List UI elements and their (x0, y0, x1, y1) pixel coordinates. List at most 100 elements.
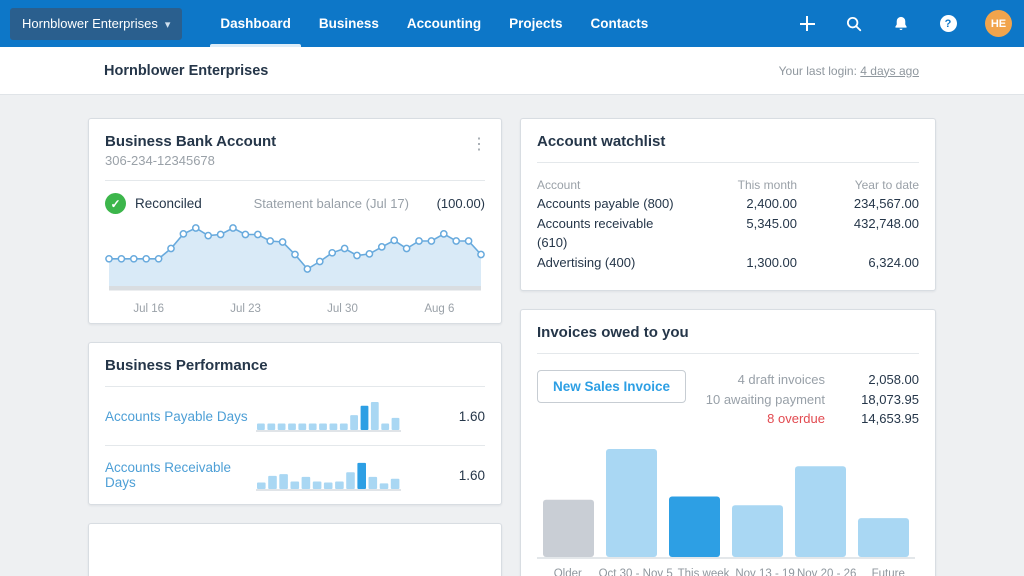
statement-balance-value: (100.00) (436, 196, 485, 211)
check-icon (105, 193, 126, 214)
invoices-owed-card: Invoices owed to you New Sales Invoice 4… (520, 309, 936, 576)
search-icon (846, 16, 862, 31)
invoices-bar-chart: Older Oct 30 - Nov 5 This week Nov 13 - … (537, 445, 919, 576)
overdue-label: 8 overdue (767, 411, 825, 426)
bank-sparkline-chart: Jul 16 Jul 23 Jul 30 Aug 6 (105, 220, 485, 323)
account-name: Accounts receivable (610) (537, 215, 654, 251)
watchlist-header-row: Account This month Year to date (537, 177, 919, 194)
performance-card-title: Business Performance (105, 357, 268, 374)
nav-tab-label: Business (318, 16, 379, 31)
x-tick-label: This week (677, 567, 730, 576)
account-name: Advertising (400) (537, 254, 636, 270)
column-header-year-to-date: Year to date (854, 178, 919, 192)
year-to-date-value: 6,324.00 (868, 254, 919, 270)
divider (105, 180, 485, 181)
notifications-button[interactable] (891, 14, 911, 34)
nav-tab-accounting[interactable]: Accounting (393, 0, 495, 47)
x-tick-label: Oct 30 - Nov 5 (598, 567, 673, 576)
watchlist-row: Advertising (400) 1,300.00 6,324.00 (537, 253, 919, 273)
divider (537, 353, 919, 354)
caret-down-icon (165, 16, 171, 31)
x-tick-label: Aug 6 (424, 303, 455, 315)
divider (105, 386, 485, 387)
nav-tab-dashboard[interactable]: Dashboard (206, 0, 305, 47)
reconciled-label: Reconciled (135, 196, 202, 211)
x-tick-label: Future (871, 567, 905, 576)
receivable-days-chart (256, 462, 401, 491)
this-month-value: 1,300.00 (746, 254, 797, 270)
x-tick-label: Jul 23 (230, 303, 261, 315)
summary-line-drafts: 4 draft invoices 2,058.00 (706, 370, 919, 390)
awaiting-payment-label: 10 awaiting payment (705, 391, 825, 407)
kebab-menu-icon[interactable] (471, 137, 487, 153)
bank-card-title: Business Bank Account (105, 133, 277, 150)
x-tick-label: Older (553, 567, 582, 576)
x-tick-label: Jul 30 (327, 303, 358, 315)
invoices-summary: 4 draft invoices 2,058.00 10 awaiting pa… (706, 370, 919, 429)
nav-tab-label: Dashboard (220, 16, 291, 31)
nav-tab-contacts[interactable]: Contacts (576, 0, 662, 47)
divider (537, 162, 919, 163)
column-header-account: Account (537, 178, 581, 192)
x-tick-label: Jul 16 (133, 303, 165, 315)
sparkline-svg (105, 224, 485, 291)
bank-account-card: Business Bank Account 306-234-12345678 R… (88, 118, 502, 324)
help-button[interactable] (938, 14, 958, 34)
accounts-receivable-days-link[interactable]: Accounts Receivable Days (105, 460, 232, 490)
year-to-date-value: 234,567.00 (853, 196, 919, 211)
summary-line-overdue: 8 overdue 14,653.95 (706, 409, 919, 429)
help-icon (939, 15, 957, 32)
avatar-initials: HE (990, 17, 1007, 30)
last-login: Your last login: 4 days ago (779, 64, 919, 78)
account-watchlist-card: Account watchlist Account This month Yea… (520, 118, 936, 291)
user-avatar[interactable]: HE (985, 10, 1012, 37)
bank-account-number: 306-234-12345678 (105, 153, 215, 168)
watchlist-row: Accounts payable (800) 2,400.00 234,567.… (537, 194, 919, 214)
nav-tab-label: Contacts (590, 16, 649, 31)
create-new-button[interactable] (797, 14, 817, 34)
draft-invoices-value: 2,058.00 (868, 372, 919, 387)
nav-tab-business[interactable]: Business (305, 0, 393, 47)
org-selector[interactable]: Hornblower Enterprises (10, 7, 183, 40)
primary-nav: Dashboard Business Accounting Projects C… (206, 0, 662, 47)
x-tick-label: Nov 13 - 19 (735, 567, 795, 576)
awaiting-payment-value: 18,073.95 (861, 391, 919, 407)
business-performance-card: Business Performance Accounts Payable Da… (88, 342, 502, 505)
dashboard-content: Business Bank Account 306-234-12345678 R… (0, 95, 1024, 576)
accounts-payable-days-link[interactable]: Accounts Payable Days (105, 408, 248, 424)
column-header-this-month: This month (737, 178, 797, 192)
new-sales-invoice-button[interactable]: New Sales Invoice (537, 370, 687, 403)
last-login-label: Your last login: (778, 63, 857, 78)
x-tick-label: Nov 20 - 26 (796, 567, 857, 576)
bell-icon (895, 16, 907, 30)
payable-days-chart (256, 402, 401, 432)
search-button[interactable] (844, 14, 864, 34)
reconcile-status-row: Reconciled Statement balance (Jul 17) (1… (105, 193, 485, 214)
overdue-value: 14,653.95 (861, 411, 919, 426)
nav-actions: HE (797, 10, 1012, 37)
nav-tab-projects[interactable]: Projects (495, 0, 576, 47)
year-to-date-value: 432,748.00 (853, 215, 919, 231)
page-header: Hornblower Enterprises Your last login: … (0, 47, 1024, 95)
invoices-card-title: Invoices owed to you (537, 324, 689, 341)
statement-balance-label: Statement balance (Jul 17) (253, 196, 409, 211)
payable-days-value: 1.60 (458, 408, 485, 424)
invoices-actions-row: New Sales Invoice 4 draft invoices 2,058… (537, 370, 919, 429)
this-month-value: 2,400.00 (746, 196, 797, 211)
invoices-chart-x-axis: Older Oct 30 - Nov 5 This week Nov 13 - … (537, 568, 919, 576)
invoices-chart-svg (537, 448, 915, 559)
right-column: Account watchlist Account This month Yea… (520, 118, 936, 576)
plus-icon (800, 16, 815, 31)
top-nav: Hornblower Enterprises Dashboard Busines… (0, 0, 1024, 47)
last-login-link[interactable]: 4 days ago (860, 63, 919, 78)
page-title: Hornblower Enterprises (104, 62, 269, 79)
performance-row-payable: Accounts Payable Days 1.60 (105, 387, 485, 445)
draft-invoices-label: 4 draft invoices (737, 372, 825, 387)
nav-tab-label: Accounting (406, 16, 482, 31)
summary-line-awaiting: 10 awaiting payment 18,073.95 (706, 390, 919, 410)
next-card-partial (88, 523, 502, 576)
performance-row-receivable: Accounts Receivable Days 1.60 (105, 445, 485, 504)
left-column: Business Bank Account 306-234-12345678 R… (88, 118, 502, 576)
account-name: Accounts payable (800) (537, 196, 674, 211)
